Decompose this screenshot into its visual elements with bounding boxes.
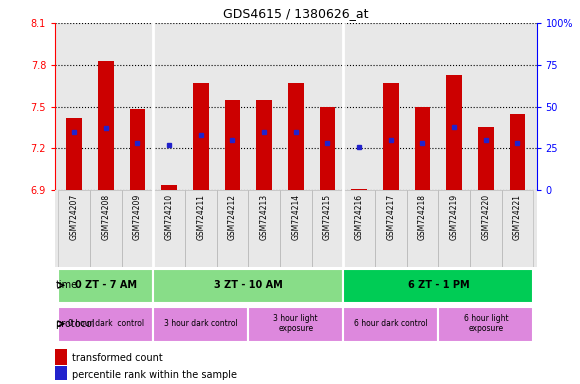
Text: time: time: [56, 280, 78, 290]
Text: GSM724218: GSM724218: [418, 194, 427, 240]
Text: 0 ZT - 7 AM: 0 ZT - 7 AM: [75, 280, 137, 290]
Bar: [98, 61, 114, 190]
Text: GSM724209: GSM724209: [133, 194, 142, 240]
Bar: [383, 83, 398, 190]
FancyBboxPatch shape: [343, 307, 438, 342]
Text: 0 hour dark  control: 0 hour dark control: [68, 319, 144, 328]
Text: 3 ZT - 10 AM: 3 ZT - 10 AM: [214, 280, 282, 290]
Bar: [510, 114, 525, 190]
FancyBboxPatch shape: [343, 269, 534, 303]
FancyBboxPatch shape: [153, 269, 343, 303]
Text: 6 ZT - 1 PM: 6 ZT - 1 PM: [408, 280, 469, 290]
Bar: [446, 74, 462, 190]
Text: GSM724211: GSM724211: [196, 194, 205, 240]
FancyBboxPatch shape: [58, 307, 153, 342]
Bar: [55, 366, 67, 382]
Bar: [224, 99, 240, 190]
Text: GSM724221: GSM724221: [513, 194, 522, 240]
Bar: [351, 189, 367, 190]
Bar: [55, 349, 67, 365]
Text: GSM724219: GSM724219: [450, 194, 459, 240]
Text: GSM724220: GSM724220: [481, 194, 490, 240]
Bar: [129, 109, 146, 190]
Bar: [256, 99, 272, 190]
Text: 6 hour dark control: 6 hour dark control: [354, 319, 427, 328]
Bar: [415, 106, 430, 190]
Text: percentile rank within the sample: percentile rank within the sample: [72, 370, 237, 380]
FancyBboxPatch shape: [248, 307, 343, 342]
Text: GSM724214: GSM724214: [291, 194, 300, 240]
Text: protocol: protocol: [56, 319, 95, 329]
Text: GSM724208: GSM724208: [102, 194, 110, 240]
Text: GSM724215: GSM724215: [323, 194, 332, 240]
FancyBboxPatch shape: [58, 269, 153, 303]
Text: GSM724212: GSM724212: [228, 194, 237, 240]
Text: 6 hour light
exposure: 6 hour light exposure: [463, 314, 508, 333]
FancyBboxPatch shape: [153, 307, 248, 342]
Bar: [478, 127, 494, 190]
Bar: [66, 118, 82, 190]
Text: GSM724216: GSM724216: [354, 194, 364, 240]
Text: GSM724213: GSM724213: [260, 194, 269, 240]
Bar: [193, 83, 209, 190]
Title: GDS4615 / 1380626_at: GDS4615 / 1380626_at: [223, 7, 368, 20]
FancyBboxPatch shape: [438, 307, 534, 342]
Text: GSM724217: GSM724217: [386, 194, 396, 240]
Text: transformed count: transformed count: [72, 353, 163, 363]
Text: 3 hour dark control: 3 hour dark control: [164, 319, 238, 328]
Text: GSM724210: GSM724210: [165, 194, 173, 240]
Bar: [320, 106, 335, 190]
Text: 3 hour light
exposure: 3 hour light exposure: [274, 314, 318, 333]
Bar: [288, 83, 304, 190]
Bar: [161, 184, 177, 190]
Text: GSM724207: GSM724207: [70, 194, 79, 240]
